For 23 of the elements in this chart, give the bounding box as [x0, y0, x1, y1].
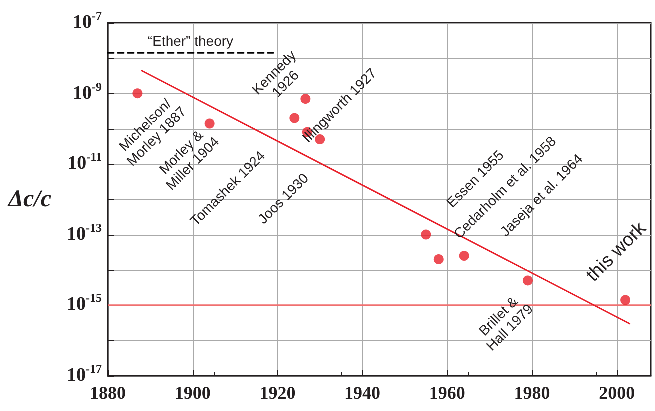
- x-tick-label: 1980: [514, 383, 550, 403]
- y-axis-title: Δc/c: [7, 186, 52, 212]
- y-tick-label: 10$^{-11}$: [66, 150, 102, 176]
- point: [132, 88, 143, 99]
- point: [522, 276, 533, 286]
- y-tick-label: 10$^{-15}$: [66, 291, 102, 318]
- x-tick-label: 1900: [174, 383, 211, 403]
- x-tick-label: 1880: [90, 383, 126, 403]
- x-tick-label: 1940: [344, 383, 381, 403]
- point: [459, 251, 470, 262]
- point: [204, 118, 215, 129]
- point: [434, 254, 444, 264]
- y-tick-label: 10$^{-17}$: [67, 362, 102, 386]
- x-tick-label: 1920: [260, 383, 296, 403]
- x-tick-label: 1960: [429, 383, 466, 403]
- y-tick-label: 10$^{-7}$: [72, 9, 102, 35]
- series-label: “Ether” theory: [148, 33, 234, 50]
- point: [290, 113, 300, 124]
- y-tick-label: 10$^{-13}$: [66, 220, 102, 247]
- point: [421, 230, 432, 240]
- y-tick-label: 10$^{-9}$: [72, 80, 102, 106]
- x-tick-label: 2000: [599, 383, 636, 403]
- point: [620, 295, 631, 306]
